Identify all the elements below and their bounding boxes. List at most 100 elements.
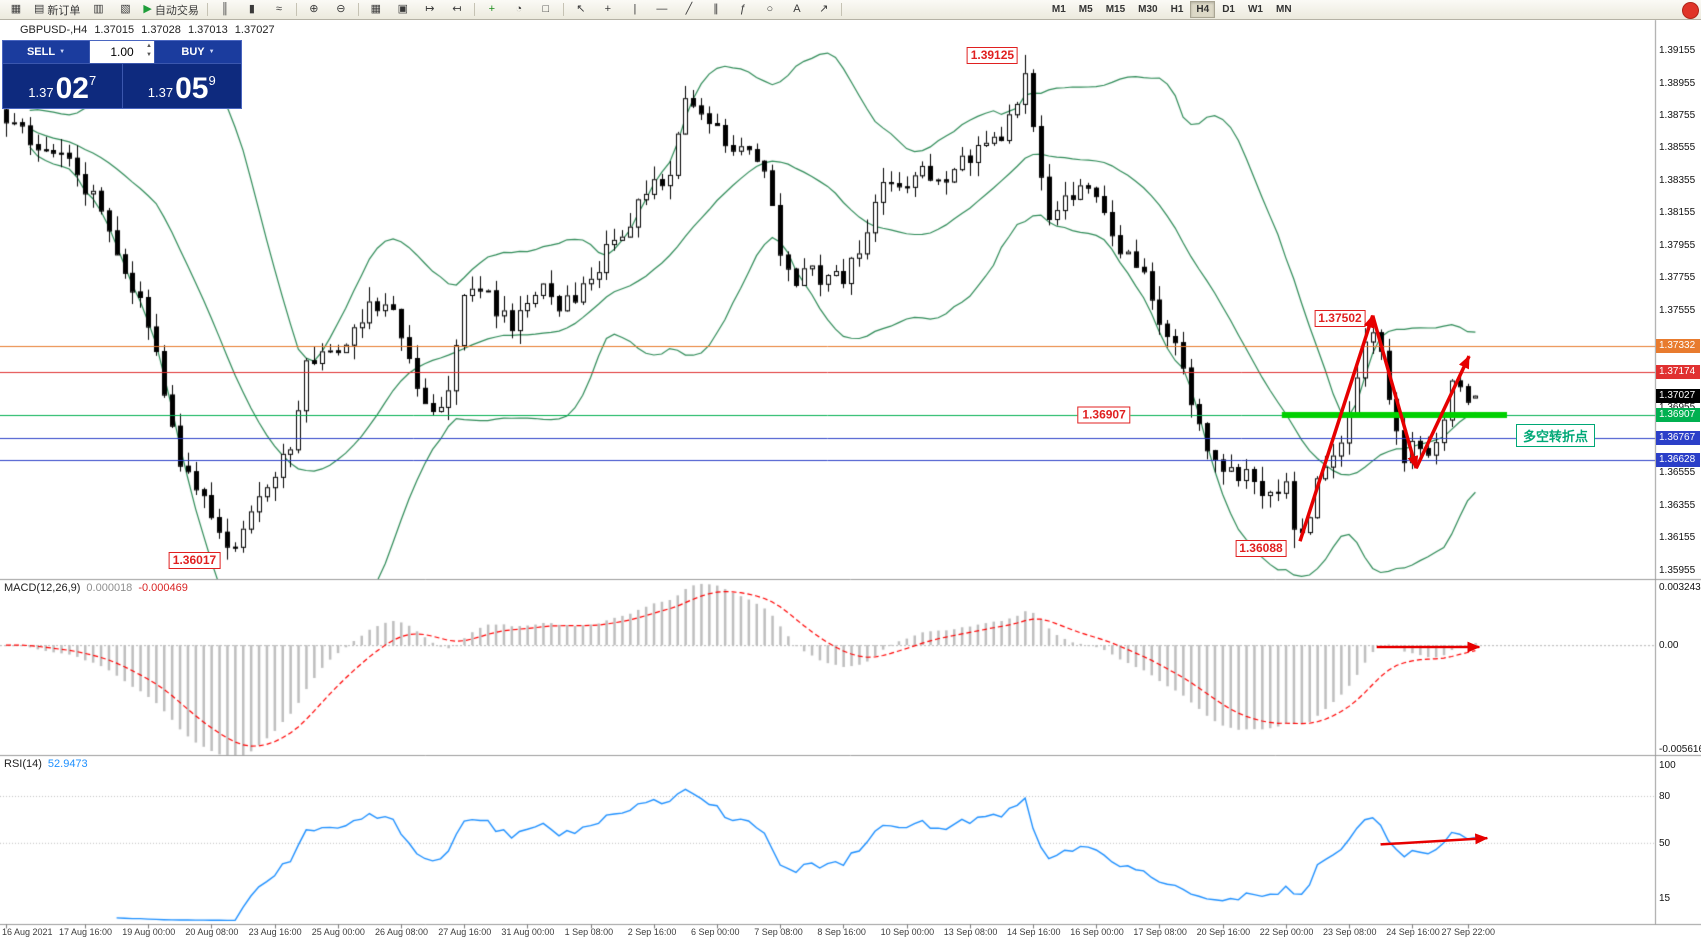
chart-shift-button[interactable]: ↤ [444, 1, 470, 19]
one-click-trading-panel: SELL ▼ 1.00 ▲ ▼ BUY ▼ 1.37 02 7 1.37 05 9 [2, 40, 242, 109]
timeframe-m5[interactable]: M5 [1078, 4, 1093, 15]
timeframe-m15[interactable]: M15 [1105, 4, 1126, 15]
bar-chart-button[interactable]: ║ [212, 1, 238, 19]
buy-price-pip: 9 [208, 73, 216, 88]
text-button[interactable]: A [784, 1, 810, 19]
zoom-out-button[interactable]: ⊖ [328, 1, 354, 19]
price-axis-label: 1.36955 [1659, 402, 1695, 413]
cursor-button[interactable]: ↖ [568, 1, 594, 19]
time-axis-label: 7 Sep 08:00 [754, 927, 803, 937]
notification-icon[interactable] [1682, 2, 1699, 19]
chart-window-icon: ▦ [10, 3, 22, 15]
buy-button[interactable]: BUY ▼ [155, 41, 241, 63]
volume-stepper[interactable]: ▲ ▼ [146, 42, 152, 60]
line-chart-button[interactable]: ≈ [266, 1, 292, 19]
buy-label: BUY [181, 46, 205, 58]
macd-signal-value: -0.000469 [138, 582, 188, 594]
auto-scroll-button[interactable]: ↦ [417, 1, 443, 19]
toolbar-separator [562, 3, 564, 16]
support-level-label[interactable]: 1.36907 [1077, 406, 1131, 424]
price-tag: 1.36767 [1656, 430, 1700, 445]
toolbar-separator [473, 3, 475, 16]
price-axis-label: 1.38155 [1659, 207, 1696, 219]
toolbar-separator [295, 3, 297, 16]
window-cascade-icon: ▥ [93, 3, 104, 15]
sell-price[interactable]: 1.37 02 7 [3, 64, 123, 108]
window-cascade-button[interactable]: ▥ [85, 1, 111, 19]
time-axis-label: 16 Aug 2021 [2, 927, 53, 937]
buy-price-big: 05 [175, 72, 209, 105]
indicators-icon: + [488, 3, 496, 15]
toolbar-separator [206, 3, 208, 16]
chart-shift-icon: ↤ [452, 3, 462, 15]
timeframe-h1[interactable]: H1 [1170, 4, 1184, 15]
timeframe-m1[interactable]: M1 [1051, 4, 1066, 15]
time-axis-label: 26 Aug 08:00 [375, 927, 429, 937]
price-axis-label: 1.39155 [1659, 45, 1696, 57]
timeframe-h4[interactable]: H4 [1190, 1, 1216, 18]
high-value: 1.37028 [141, 24, 181, 36]
price-axis-label: 1.35955 [1659, 564, 1696, 576]
zoom-in-icon: ⊕ [309, 3, 319, 15]
profiles-button[interactable]: ▧ [112, 1, 138, 19]
timeframe-d1[interactable]: D1 [1222, 4, 1235, 15]
time-axis-label: 19 Aug 00:00 [122, 927, 176, 937]
price-axis-label: 1.38355 [1659, 174, 1696, 186]
tile-windows-button[interactable]: ▦ [363, 1, 389, 19]
chart-window-button[interactable]: ▦ [3, 1, 29, 19]
timeframe-m30[interactable]: M30 [1138, 4, 1158, 15]
shapes-button[interactable]: ○ [757, 1, 783, 19]
cascade-button[interactable]: ▣ [390, 1, 416, 19]
new-order-button[interactable]: ▤ 新订单 [30, 1, 84, 19]
buy-price[interactable]: 1.37 05 9 [123, 64, 242, 108]
time-axis-label: 27 Sep 22:00 [1441, 927, 1496, 937]
candlestick-button[interactable]: ▮ [239, 1, 265, 19]
time-axis-label: 6 Sep 00:00 [691, 927, 740, 937]
profiles-icon: ▧ [120, 3, 131, 15]
timeframe-w1[interactable]: W1 [1247, 4, 1263, 15]
step-down-icon[interactable]: ▼ [146, 52, 152, 58]
price-callout[interactable]: 1.39125 [966, 46, 1019, 64]
timeframe-mn[interactable]: MN [1275, 4, 1292, 15]
chart-ohlc-header: GBPUSD-,H4 1.37015 1.37028 1.37013 1.370… [20, 24, 279, 36]
price-callout[interactable]: 1.36088 [1235, 540, 1287, 558]
templates-icon: □ [542, 3, 550, 15]
autotrade-button[interactable]: ▶ 自动交易 [139, 1, 202, 19]
fibonacci-button[interactable]: ƒ [730, 1, 756, 19]
macd-main-value: 0.000018 [86, 582, 133, 594]
vertical-line-button[interactable]: | [622, 1, 648, 19]
candlestick-icon: ▮ [248, 3, 255, 15]
time-axis-label: 23 Aug 16:00 [248, 927, 302, 937]
macd-indicator-title: MACD(12,26,9) 0.000018 -0.000469 [4, 582, 188, 594]
indicators-button[interactable]: + [479, 1, 505, 19]
macd-axis-label: -0.005616 [1659, 744, 1701, 755]
trendline-button[interactable]: ╱ [676, 1, 702, 19]
close-value: 1.37027 [234, 24, 275, 36]
step-up-icon[interactable]: ▲ [146, 43, 152, 49]
auto-scroll-icon: ↦ [425, 3, 435, 15]
crosshair-icon: + [604, 3, 612, 15]
macd-axis-label: 0.00 [1659, 640, 1679, 652]
toolbar-separator [840, 3, 842, 16]
sell-button[interactable]: SELL ▼ [3, 41, 90, 63]
channel-button[interactable]: ∥ [703, 1, 729, 19]
periods-button[interactable]: ◔ [506, 1, 532, 19]
time-axis-label: 14 Sep 16:00 [1007, 927, 1061, 937]
turning-point-annotation[interactable]: 多空转折点 [1516, 424, 1596, 448]
price-callout[interactable]: 1.36017 [168, 551, 221, 569]
crosshair-button[interactable]: + [595, 1, 621, 19]
horizontal-line-button[interactable]: — [649, 1, 675, 19]
price-axis-label: 1.36355 [1659, 499, 1696, 511]
templates-button[interactable]: □ [533, 1, 559, 19]
zoom-in-button[interactable]: ⊕ [301, 1, 327, 19]
channel-icon: ∥ [713, 3, 719, 15]
rsi-axis-label: 50 [1659, 837, 1671, 849]
time-axis-label: 27 Aug 16:00 [438, 927, 492, 937]
price-callout[interactable]: 1.37502 [1314, 310, 1366, 328]
volume-input[interactable]: 1.00 ▲ ▼ [90, 41, 155, 63]
arrows-button[interactable]: ↗ [811, 1, 837, 19]
autotrade-icon: ▶ [143, 3, 152, 15]
rsi-axis-label: 15 [1659, 892, 1671, 904]
price-axis-label: 1.38955 [1659, 77, 1696, 89]
